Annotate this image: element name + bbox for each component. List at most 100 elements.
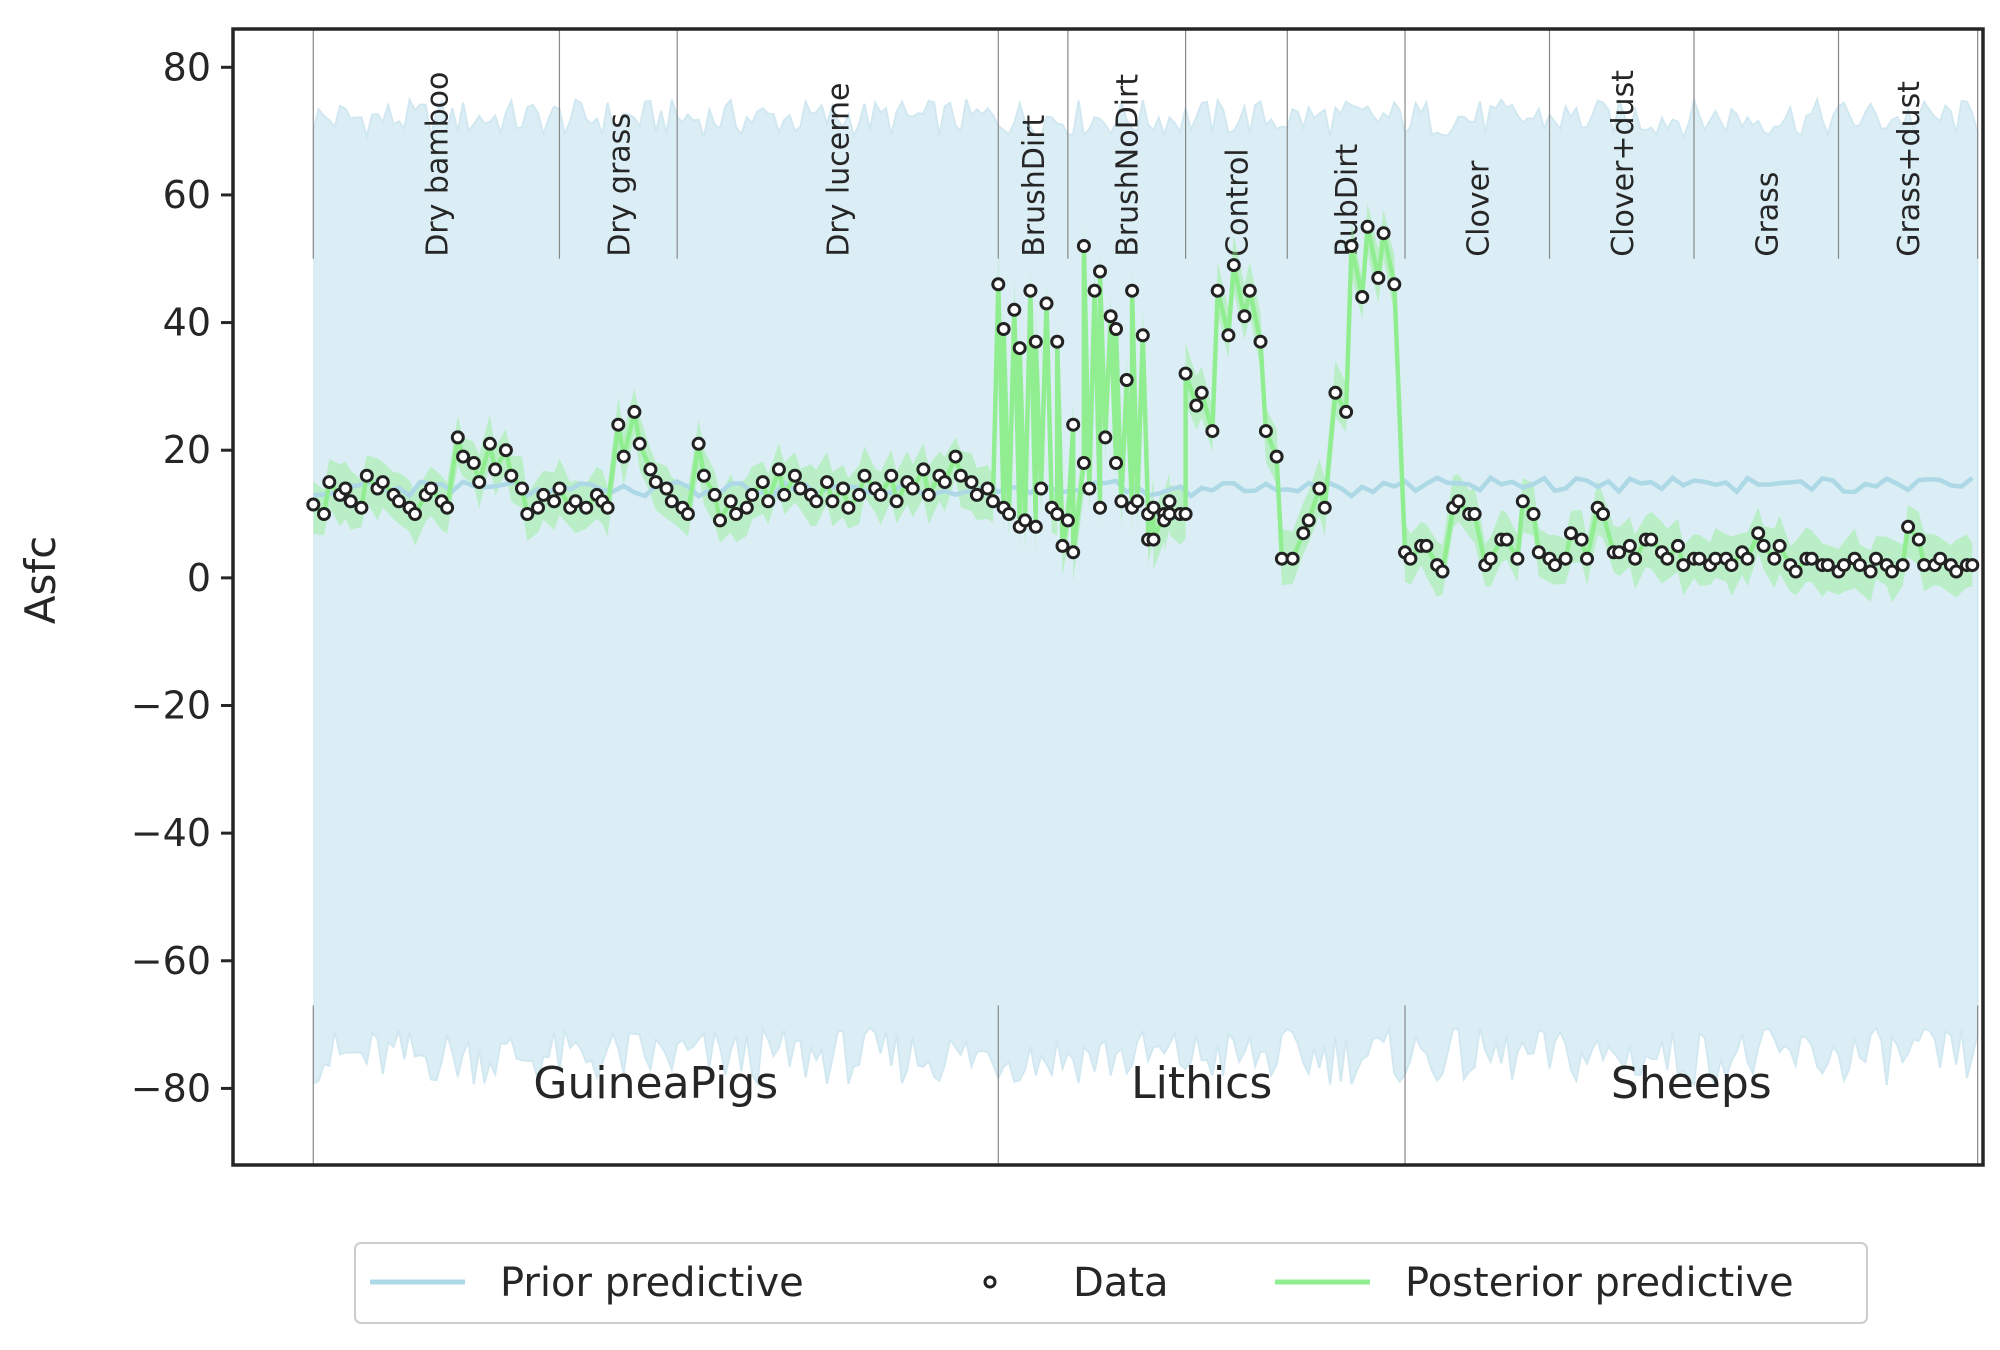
data-point [1055,538,1070,553]
data-point [359,468,374,483]
data-point [648,475,663,490]
data-point [1050,507,1065,521]
data-point [1724,558,1739,573]
data-point [1751,526,1766,541]
data-point [1526,507,1541,521]
data-point [884,468,899,483]
data-point [1093,500,1107,515]
data-point [1499,532,1514,547]
data-point [488,462,503,477]
left-margin [233,29,314,1165]
plot-border [231,27,1985,1167]
data-point [1194,385,1209,400]
data-point [1258,424,1273,439]
data-point [1510,551,1525,566]
data-point [643,462,658,477]
dataset-label: Lithics [1131,1058,1272,1109]
data-point [1028,519,1043,534]
data-point [873,487,888,502]
legend-label-data: Data [1073,1260,1169,1306]
data-point [948,449,963,464]
data-point [1376,226,1391,241]
data-point [707,487,722,502]
data-point [777,487,792,502]
data-point [1130,494,1145,509]
data-point [424,481,438,496]
data-point [916,462,931,477]
data-point [1205,424,1220,439]
data-point [739,500,754,515]
data-point [1221,328,1236,343]
data-point [1558,551,1573,566]
data-point [1253,334,1268,349]
treatment-label: Control [1220,148,1255,256]
treatment-label: Dry bamboo [420,72,455,257]
y-tick-label: −80 [131,1066,211,1110]
data-point [440,500,455,515]
data-point [809,494,824,509]
data-point [836,481,851,496]
data-point [456,449,471,464]
data-point [1895,558,1910,573]
treatment-label: Clover+dust [1606,70,1641,257]
legend: Prior predictive Data Posterior predicti… [354,1242,1868,1324]
y-tick-label: 40 [163,301,211,345]
y-tick-label: 80 [163,45,211,89]
data-point [1644,532,1659,547]
data-point [841,500,856,515]
legend-item-prior: Prior predictive [370,1260,804,1306]
data-point [472,475,487,490]
data-point [1023,283,1038,298]
data-point [1387,277,1402,292]
treatment-label: Dry lucerne [822,82,857,256]
treatment-labels: Dry bamboo Dry grass Dry lucerne BrushDirt B… [420,70,1927,257]
data-point [985,494,1000,509]
data-point [1034,481,1049,496]
data-point [1622,538,1637,553]
treatment-label: Grass [1750,172,1785,257]
data-point [1435,564,1450,579]
data-point [1911,532,1926,547]
data-point [659,481,674,496]
data-point [1371,270,1386,285]
data-point [1355,290,1370,304]
legend-item-posterior: Posterior predictive [1275,1260,1794,1306]
data-point [1531,545,1546,560]
data-point [1772,538,1787,553]
treatment-label: Grass+dust [1892,81,1927,257]
data-point [745,487,760,502]
data-point [611,417,626,432]
treatment-label: BrushDirt [1017,114,1052,256]
data-point [1103,309,1118,324]
data-point [825,494,840,509]
data-point [1178,366,1193,381]
legend-item-data: Data [983,1260,1169,1306]
data-point [905,481,920,496]
data-point [1596,507,1610,521]
data-point [616,449,631,464]
data-point [552,481,567,496]
data-point [1949,564,1964,579]
data-point [1093,264,1107,279]
data-point [498,443,513,458]
data-point [1226,258,1241,273]
data-point [1403,551,1418,566]
data-point [1451,494,1466,509]
data-point [1863,564,1878,579]
data-point [1547,558,1562,573]
data-point [1039,296,1054,311]
data-point [1119,373,1134,387]
data-point [1515,494,1530,509]
data-point [1146,532,1161,547]
data-point [1901,519,1916,534]
data-point [787,468,802,483]
data-point [306,497,321,512]
data-point [1050,334,1065,349]
data-point [969,487,984,502]
data-point [338,481,353,496]
data-point [600,500,615,515]
data-point [1563,526,1578,541]
legend-label-prior: Prior predictive [500,1260,804,1306]
treatment-label: BrushNoDirt [1111,74,1146,257]
data-point [921,487,936,502]
